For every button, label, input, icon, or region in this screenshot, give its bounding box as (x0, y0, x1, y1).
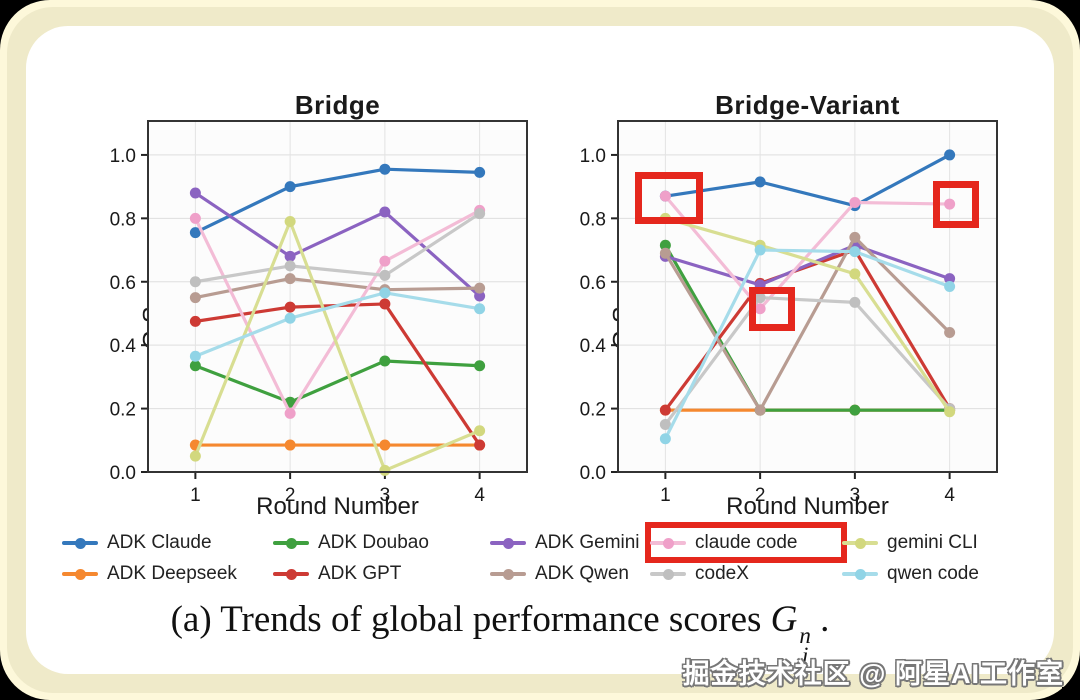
svg-text:0.8: 0.8 (580, 209, 606, 230)
corner-cut-top-right (1064, 0, 1080, 10)
svg-text:0.0: 0.0 (580, 463, 606, 484)
legend-label: ADK Doubao (318, 531, 429, 553)
caption-text: (a) Trends of global performance scores (170, 599, 771, 640)
caption-math-symbol: G (770, 599, 798, 640)
legend-label: ADK Qwen (535, 562, 629, 584)
legend-marker-icon (273, 568, 309, 580)
legend-item-gemini-cli: gemini CLI (842, 527, 1017, 558)
svg-text:0.4: 0.4 (580, 336, 607, 357)
legend-item-adk-gemini: ADK Gemini (490, 527, 650, 558)
highlight-box-1 (635, 172, 704, 225)
legend-marker-icon (650, 537, 686, 549)
caption-period: . (810, 599, 830, 640)
watermark-text: 掘金技术社区 @ 阿星AI工作室 (682, 659, 1064, 689)
highlight-box-3 (932, 180, 979, 228)
legend-item-adk-qwen: ADK Qwen (490, 558, 650, 589)
svg-text:3: 3 (850, 485, 861, 506)
legend-item-qwen-code: qwen code (842, 558, 1017, 589)
svg-text:0.4: 0.4 (110, 336, 137, 357)
legend-label: ADK Gemini (535, 531, 640, 553)
svg-text:4: 4 (474, 485, 485, 506)
svg-text:0.6: 0.6 (580, 273, 606, 294)
legend-label: claude code (695, 531, 798, 553)
legend-label: qwen code (887, 562, 979, 584)
svg-text:2: 2 (755, 485, 766, 506)
svg-text:1.0: 1.0 (110, 146, 136, 167)
bridge-plot-area: 0.0 0.2 0.4 0.6 0.8 1.0 1 2 3 4 (110, 120, 528, 506)
legend-label: codeX (695, 562, 749, 584)
legend-marker-icon (62, 568, 98, 580)
svg-text:0.6: 0.6 (110, 273, 136, 294)
svg-text:4: 4 (944, 485, 955, 506)
highlight-box-2 (749, 286, 796, 331)
legend-label: ADK GPT (318, 562, 402, 584)
legend-marker-icon (490, 537, 526, 549)
legend-item-adk-gpt: ADK GPT (273, 558, 490, 589)
figure-caption: (a) Trends of global performance scores … (0, 598, 1000, 668)
legend-marker-icon (62, 537, 98, 549)
svg-text:2: 2 (285, 485, 296, 506)
legend-label: ADK Deepseek (107, 562, 237, 584)
bridge-variant-x-axis-label: Round Number (726, 493, 889, 520)
svg-text:1: 1 (190, 485, 201, 506)
legend-label: ADK Claude (107, 531, 212, 553)
legend-marker-icon (490, 568, 526, 580)
legend-item-adk-deepseek: ADK Deepseek (62, 558, 273, 589)
corner-cut-bottom-right (1062, 687, 1080, 700)
bridge-variant-chart: Bridge-Variant G Score 0.00.20.40.60.81.… (555, 85, 1015, 525)
legend-marker-icon (650, 568, 686, 580)
legend-marker-icon (273, 537, 309, 549)
svg-text:1.0: 1.0 (580, 146, 606, 167)
legend-item-adk-doubao: ADK Doubao (273, 527, 490, 558)
svg-text:0.2: 0.2 (580, 400, 606, 421)
corner-cut-top-left (0, 0, 14, 9)
bridge-variant-plot-area: 0.0 0.2 0.4 0.6 0.8 1.0 1 2 3 4 (580, 120, 998, 506)
bridge-variant-chart-title: Bridge-Variant (715, 90, 900, 120)
legend-item-claude-code: claude code (645, 522, 847, 563)
bridge-x-axis-label: Round Number (256, 493, 419, 520)
svg-text:0.2: 0.2 (110, 400, 136, 421)
corner-cut-bottom-left (0, 690, 12, 700)
svg-text:3: 3 (380, 485, 391, 506)
legend-marker-icon (842, 568, 878, 580)
legend-item-adk-claude: ADK Claude (62, 527, 273, 558)
legend-marker-icon (842, 537, 878, 549)
legend: ADK Claude ADK Deepseek ADK Doubao ADK GPT A… (62, 522, 1037, 595)
svg-text:0.8: 0.8 (110, 209, 136, 230)
legend-label: gemini CLI (887, 531, 978, 553)
bridge-chart-title: Bridge (294, 90, 381, 120)
svg-text:1: 1 (660, 485, 671, 506)
legend-item-codex: codeX (650, 558, 842, 589)
svg-text:0.0: 0.0 (110, 463, 136, 484)
